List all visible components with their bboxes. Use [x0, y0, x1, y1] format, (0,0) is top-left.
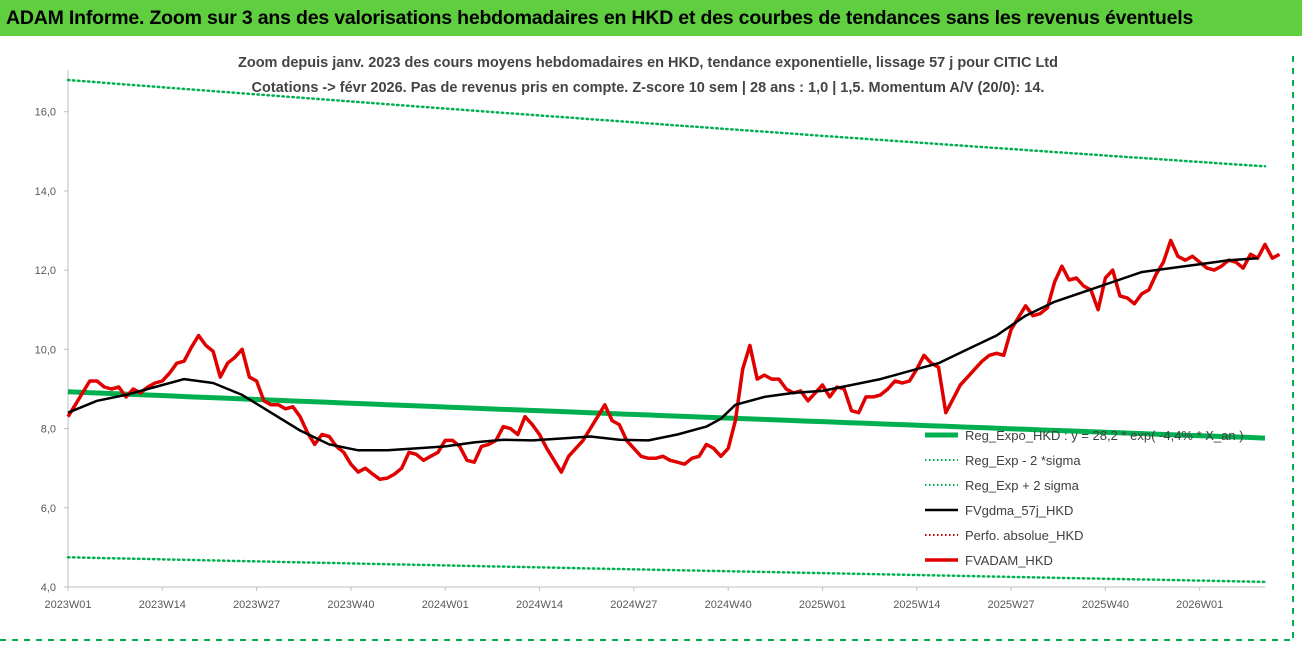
x-axis: 2023W01 2023W14 2023W27 2023W40 2024W01 2024W…	[44, 586, 1265, 611]
legend-label: FVgdma_57j_HKD	[965, 503, 1073, 518]
legend-label: Reg_Exp + 2 sigma	[965, 478, 1080, 493]
y-tick-label: 6,0	[41, 503, 56, 515]
series-layer	[66, 78, 1281, 584]
legend-label: FVADAM_HKD	[965, 553, 1053, 568]
y-tick-label: 8,0	[41, 424, 56, 436]
x-tick-label: 2024W01	[422, 599, 469, 611]
x-tick-label: 2025W14	[893, 599, 940, 611]
series-gdma-57j	[67, 256, 1258, 452]
series-upper-band	[66, 78, 1267, 168]
x-tick-label: 2023W01	[44, 599, 91, 611]
legend-label: Reg_Expo_HKD : y = 28,2 * exp( -4,4% * X…	[965, 428, 1244, 443]
report-title: ADAM Informe. Zoom sur 3 ans des valoris…	[6, 7, 1194, 29]
legend-label: Reg_Exp - 2 *sigma	[965, 453, 1081, 468]
x-tick-label: 2024W27	[610, 599, 657, 611]
x-tick-label: 2024W14	[516, 599, 563, 611]
series-exp-trend	[67, 389, 1266, 441]
y-tick-label: 16,0	[35, 107, 56, 119]
x-tick-label: 2023W27	[233, 599, 280, 611]
y-tick-label: 14,0	[35, 186, 56, 198]
y-tick-label: 12,0	[35, 265, 56, 277]
x-tick-label: 2025W27	[988, 599, 1035, 611]
x-tick-label: 2023W40	[327, 599, 374, 611]
x-tick-label: 2025W40	[1082, 599, 1129, 611]
report-banner: ADAM Informe. Zoom sur 3 ans des valoris…	[0, 0, 1302, 36]
chart-area: Zoom depuis janv. 2023 des cours moyens …	[0, 36, 1302, 647]
series-fvadam-price	[66, 238, 1281, 482]
series-lower-band	[66, 556, 1267, 584]
price-chart: Zoom depuis janv. 2023 des cours moyens …	[0, 36, 1302, 647]
y-tick-label: 10,0	[35, 344, 56, 356]
x-tick-label: 2023W14	[139, 599, 186, 611]
chart-title-line1: Zoom depuis janv. 2023 des cours moyens …	[238, 55, 1058, 71]
x-tick-label: 2025W01	[799, 599, 846, 611]
y-tick-label: 4,0	[41, 582, 56, 594]
x-tick-label: 2024W40	[705, 599, 752, 611]
y-axis: 4,0 6,0 8,0 10,0 12,0 14,0 16,0	[35, 70, 69, 594]
x-tick-label: 2026W01	[1176, 599, 1223, 611]
chart-legend: Reg_Expo_HKD : y = 28,2 * exp( -4,4% * X…	[925, 428, 1244, 568]
chart-title-line2: Cotations -> févr 2026. Pas de revenus p…	[252, 80, 1045, 96]
legend-label: Perfo. absolue_HKD	[965, 528, 1084, 543]
